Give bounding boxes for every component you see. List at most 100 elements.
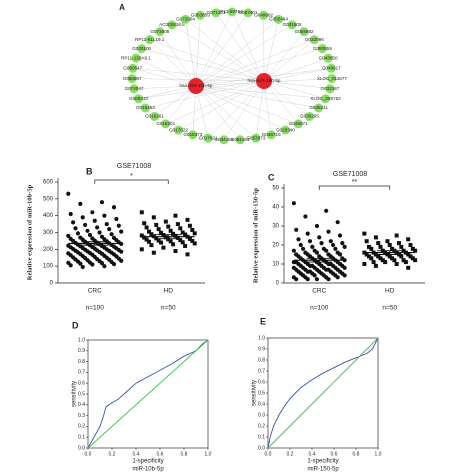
network-edge [195, 85, 326, 99]
data-point [294, 227, 299, 232]
y-axis-title: sensitivity [252, 380, 258, 406]
network-edge [195, 39, 315, 87]
node-label: RP11-138A9.1 [121, 55, 151, 60]
data-point [151, 215, 156, 220]
y-tick-label: 1.0 [258, 335, 265, 341]
data-point [180, 230, 185, 235]
x-axis-title: 1-specificity [132, 459, 163, 465]
data-point [410, 246, 415, 251]
network-edge [263, 80, 272, 135]
network-edge [178, 80, 265, 131]
node-label: G074047 [125, 86, 144, 91]
data-point [387, 254, 392, 259]
y-tick-label: 0.7 [78, 370, 85, 376]
data-point [399, 244, 404, 249]
node-label: G058557 [123, 76, 142, 81]
x-tick-label: 0.0 [85, 451, 92, 457]
data-point [151, 250, 156, 255]
network-node [299, 27, 309, 37]
data-point [383, 260, 388, 265]
data-point [337, 252, 343, 257]
data-point [111, 262, 117, 267]
data-point [324, 208, 329, 213]
data-point [92, 218, 97, 223]
network-edge [263, 80, 331, 90]
data-point [95, 225, 100, 230]
data-point [392, 258, 397, 263]
node-label: G055484 [269, 17, 288, 22]
caption: miR-150-5p [307, 467, 339, 473]
data-point [185, 252, 190, 257]
data-point [326, 277, 331, 282]
x-axis-title: 1-specificity [307, 459, 338, 465]
network-edge [195, 85, 209, 139]
network-edge [255, 80, 265, 139]
node-label: RP11-61L19.1 [135, 37, 165, 42]
data-point [396, 241, 401, 246]
curve [87, 339, 209, 449]
data-point [187, 223, 192, 228]
data-point [390, 246, 395, 251]
y-tick-label: 0.8 [78, 359, 85, 365]
network-edge [195, 24, 293, 87]
network-node [155, 27, 165, 37]
data-point [144, 237, 149, 242]
data-point [406, 252, 411, 257]
significance-label: * [130, 173, 133, 180]
network-node [293, 119, 303, 129]
network-node [314, 103, 324, 113]
data-point [183, 232, 188, 237]
data-point [163, 219, 168, 224]
data-point [178, 226, 183, 231]
y-tick-label: 0.0 [78, 445, 85, 451]
x-tick-label: 0.4 [309, 451, 316, 457]
network-edge [192, 85, 197, 135]
count-label: n=50 [161, 305, 176, 312]
data-point [380, 258, 385, 263]
data-point [312, 273, 317, 278]
data-point [78, 201, 83, 206]
network-node [259, 10, 269, 20]
data-point [314, 277, 320, 282]
data-point [373, 263, 378, 268]
data-point [342, 273, 347, 278]
data-point [90, 262, 95, 267]
data-point [66, 233, 71, 238]
data-point [83, 222, 88, 228]
network-edge [263, 58, 329, 82]
count-label: n=100 [86, 305, 105, 312]
panel-label: E [260, 316, 266, 326]
network-edge [132, 68, 265, 82]
data-point [291, 248, 296, 253]
y-axis-title: sensitivity [72, 381, 78, 407]
data-point [326, 229, 331, 234]
panel-label: C [268, 172, 275, 182]
network-node [211, 8, 221, 18]
network-edge [263, 31, 305, 82]
node-label: G048617 [322, 66, 341, 71]
data-point [147, 239, 152, 244]
x-tick-label: 0.2 [287, 451, 294, 457]
data-point [73, 226, 78, 231]
significance-bracket [318, 185, 391, 190]
y-tick-label: 1.0 [78, 337, 85, 343]
data-point [390, 256, 395, 261]
network-node [129, 84, 139, 94]
data-point [139, 233, 144, 238]
network-node [280, 125, 290, 135]
y-tick-label: 0.5 [78, 391, 85, 397]
y-tick-label: 500 [43, 196, 54, 202]
y-tick-label: 0 [50, 281, 54, 287]
data-point [154, 222, 159, 227]
hub-label: hsa-miR-150-5p [248, 78, 281, 83]
panel-label: D [72, 320, 79, 330]
data-point [166, 237, 171, 242]
network-node [326, 63, 336, 73]
y-tick-label: 0.3 [258, 412, 265, 418]
network-edge [195, 11, 233, 87]
data-point [376, 241, 381, 246]
data-point [97, 230, 102, 235]
network-edge [134, 85, 197, 90]
data-point [159, 240, 164, 245]
node-label: XLOC_011677 [317, 76, 347, 81]
